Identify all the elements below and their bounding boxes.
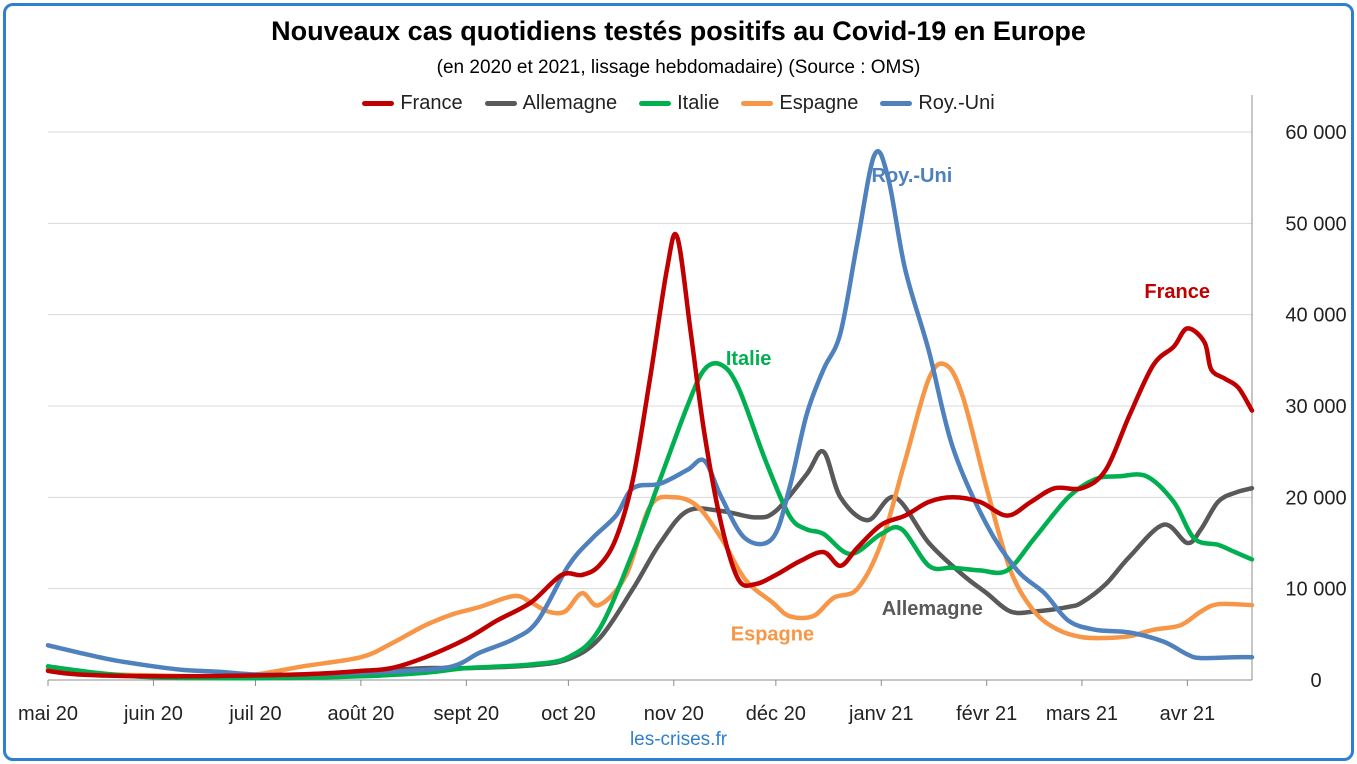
legend: France Allemagne Italie Espagne Roy.-Uni <box>0 92 1357 115</box>
legend-swatch <box>484 101 517 106</box>
y-tick-label: 60 000 <box>1285 122 1346 144</box>
chart-subtitle: (en 2020 et 2021, lissage hebdomadaire) … <box>436 57 921 78</box>
series-line-roy-uni <box>45 148 1255 678</box>
x-tick-label: avr 21 <box>1160 703 1216 725</box>
legend-swatch <box>880 101 913 106</box>
y-tick-label: 40 000 <box>1285 305 1346 327</box>
x-tick-label: nov 20 <box>644 703 704 725</box>
series-annotation: France <box>1144 281 1210 303</box>
x-tick-label: févr 21 <box>956 703 1017 725</box>
legend-swatch <box>362 101 395 106</box>
y-tick-label: 20 000 <box>1285 487 1346 509</box>
series-annotation: Espagne <box>731 624 814 646</box>
annotations: Roy.-Uni France Italie Allemagne Espagne <box>726 165 1210 645</box>
x-tick-label: janv 21 <box>848 703 914 725</box>
series-annotation: Allemagne <box>882 598 983 620</box>
legend-label: Roy.-Uni <box>918 92 995 114</box>
legend-swatch <box>741 101 774 106</box>
chart-title: Nouveaux cas quotidiens testés positifs … <box>271 16 1086 46</box>
grid <box>48 131 1252 590</box>
series-lines <box>45 148 1255 681</box>
x-tick-label: juil 20 <box>228 703 281 725</box>
x-tick-label: mai 20 <box>18 703 78 725</box>
legend-swatch <box>639 101 672 106</box>
series-annotation: Italie <box>726 348 772 370</box>
series-line-espagne <box>45 361 1255 679</box>
legend-label: Allemagne <box>522 92 618 114</box>
x-tick-label: oct 20 <box>541 703 595 725</box>
legend-item: Espagne <box>741 92 858 115</box>
legend-item: France <box>362 92 463 115</box>
legend-item: Allemagne <box>484 92 618 115</box>
y-tick-label: 50 000 <box>1285 213 1346 235</box>
x-tick-label: déc 20 <box>746 703 806 725</box>
source-credit: les-crises.fr <box>629 729 728 750</box>
legend-label: France <box>400 92 463 114</box>
x-tick-label: août 20 <box>328 703 395 725</box>
x-tick-label: sept 20 <box>434 703 500 725</box>
x-tick-label: juin 20 <box>123 703 183 725</box>
series-line-france <box>45 231 1255 679</box>
legend-label: Espagne <box>779 92 859 114</box>
series-line-italie <box>45 360 1255 681</box>
legend-item: Italie <box>639 92 719 115</box>
axes: 0 10 000 20 000 30 000 40 000 50 000 60 000 mai… <box>18 95 1347 725</box>
y-tick-label: 0 <box>1310 670 1321 692</box>
legend-label: Italie <box>677 92 720 114</box>
y-tick-label: 10 000 <box>1285 579 1346 601</box>
series-annotation: Roy.-Uni <box>872 165 953 187</box>
y-tick-label: 30 000 <box>1285 396 1346 418</box>
x-tick-label: mars 21 <box>1046 703 1118 725</box>
legend-item: Roy.-Uni <box>880 92 995 115</box>
